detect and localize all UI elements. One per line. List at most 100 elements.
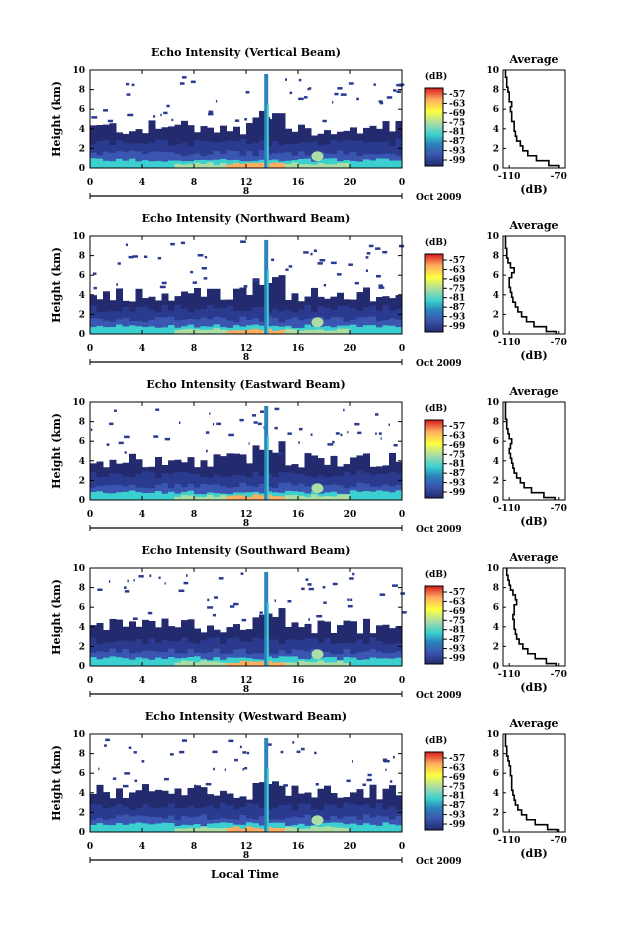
echo-cell — [203, 277, 208, 280]
colorbar-tick-label: -69 — [449, 607, 465, 617]
echo-cell — [122, 814, 130, 832]
echo-cell — [315, 783, 319, 786]
echo-cell — [335, 432, 340, 435]
echo-cell — [90, 637, 97, 666]
echo-cell — [174, 330, 182, 334]
echo-cell — [278, 152, 286, 168]
echo-cell — [366, 778, 372, 782]
echo-cell — [378, 286, 385, 289]
echo-cell — [213, 828, 221, 832]
echo-cell — [233, 657, 240, 666]
colorbar-tick-label: -75 — [449, 118, 465, 128]
echo-cell — [285, 152, 292, 168]
echo-cell — [278, 496, 286, 500]
profile-frame — [502, 567, 566, 667]
echo-cell — [385, 768, 387, 772]
colorbar-tick-label: -57 — [449, 256, 465, 266]
echo-cell — [161, 482, 169, 500]
echo-cell — [343, 494, 351, 500]
echo-cell — [142, 306, 149, 334]
colorbar-tick-label: -87 — [449, 801, 465, 811]
echo-cell — [384, 759, 390, 763]
echo-cell — [234, 758, 238, 762]
echo-cell — [285, 656, 292, 666]
echo-cell — [226, 496, 234, 500]
y-tick-label: 10 — [72, 564, 85, 574]
echo-cell — [103, 657, 110, 666]
profile-y-tick-label: 2 — [493, 642, 499, 652]
echo-cell — [300, 747, 305, 751]
echo-cell — [367, 773, 372, 777]
echo-cell — [319, 259, 326, 262]
echo-cell — [264, 571, 269, 666]
echo-cell — [395, 160, 403, 168]
echo-cell — [272, 658, 279, 666]
echo-cell — [278, 656, 286, 666]
profile-x-tick-label: -110 — [498, 172, 521, 182]
profile-y-tick-label: 10 — [486, 730, 499, 740]
x-tick-label: 20 — [344, 178, 357, 188]
colorbar-unit: (dB) — [425, 71, 447, 82]
echo-cell — [159, 285, 166, 289]
echo-cell — [114, 409, 117, 413]
echo-cell — [265, 163, 273, 168]
echo-cell — [266, 768, 269, 832]
profile-title: Average — [508, 219, 558, 232]
echo-cell — [216, 422, 222, 426]
echo-cell — [181, 143, 188, 168]
echo-cell — [168, 160, 175, 168]
echo-cell — [298, 660, 305, 666]
echo-cell — [161, 493, 169, 500]
echo-cell — [207, 823, 214, 832]
echo-cell — [356, 825, 364, 832]
y-tick-label: 8 — [79, 750, 85, 760]
echo-cell — [122, 318, 130, 334]
echo-cell — [274, 599, 277, 602]
echo-cell — [285, 639, 292, 666]
echo-cell — [233, 602, 239, 606]
y-tick-label: 0 — [79, 496, 85, 506]
echo-cell — [304, 493, 312, 500]
y-tick-label: 10 — [72, 232, 85, 242]
echo-cell — [376, 327, 383, 334]
echo-cell — [356, 482, 364, 500]
echo-cell — [311, 815, 324, 826]
echo-cell — [226, 320, 234, 334]
echo-cell — [187, 827, 195, 832]
echo-cell — [352, 572, 355, 576]
x-tick-label: 4 — [139, 178, 145, 188]
echo-cell — [363, 325, 370, 334]
panel-title: Echo Intensity (Westward Beam) — [145, 710, 347, 723]
echo-cell — [207, 805, 214, 832]
echo-cell — [369, 325, 377, 334]
echo-cell — [272, 492, 279, 500]
echo-cell — [207, 652, 214, 666]
echo-cell — [382, 250, 388, 254]
echo-cell — [187, 163, 195, 168]
echo-cell — [259, 661, 266, 666]
echo-cell — [90, 471, 97, 500]
echo-cell — [298, 650, 305, 666]
echo-cell — [181, 828, 188, 832]
echo-cell — [272, 639, 279, 666]
echo-cell — [373, 83, 376, 86]
echo-cell — [395, 825, 403, 832]
x-tick-label: 0 — [399, 178, 405, 188]
echo-cell — [272, 162, 279, 168]
echo-cell — [259, 611, 263, 614]
echo-cell — [135, 822, 143, 832]
profile-x-tick-label: -110 — [498, 670, 521, 680]
echo-cell — [285, 662, 292, 666]
echo-cell — [194, 656, 201, 666]
echo-cell — [265, 783, 273, 832]
echo-cell — [239, 495, 247, 500]
echo-cell — [244, 766, 248, 770]
echo-cell — [213, 493, 221, 500]
profile-y-tick-label: 0 — [493, 496, 499, 506]
echo-cell — [316, 614, 323, 618]
echo-cell — [207, 162, 214, 168]
echo-cell — [322, 586, 326, 589]
colorbar-tick-label: -81 — [449, 626, 465, 636]
x-tick-label: 12 — [240, 676, 253, 686]
x-tick-label: 0 — [399, 676, 405, 686]
